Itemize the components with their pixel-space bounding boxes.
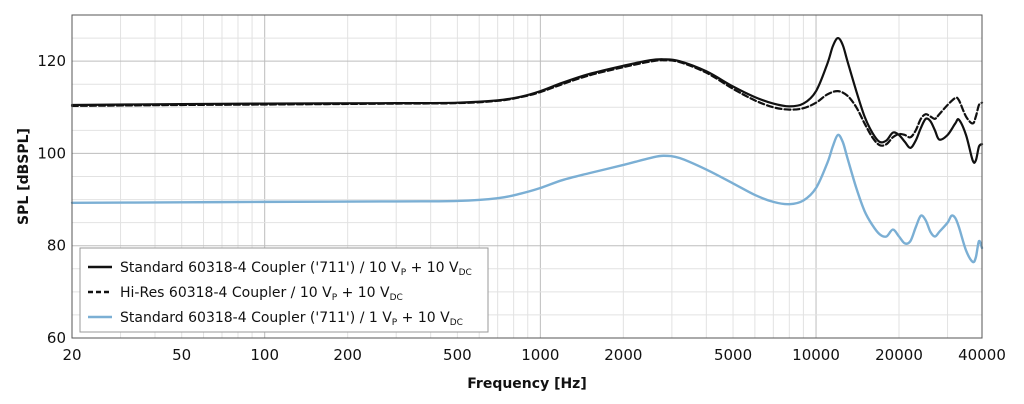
y-tick-label: 60 [47,329,66,347]
legend-box [79,247,489,333]
legend: Standard 60318-4 Coupler ('711') / 10 VP… [79,247,489,333]
x-tick-label: 10000 [792,346,840,364]
y-tick-label: 120 [37,52,66,70]
x-tick-label: 200 [333,346,362,364]
x-tick-label: 2000 [604,346,642,364]
x-tick-label: 20 [62,346,81,364]
x-tick-label: 20000 [875,346,923,364]
x-axis-label: Frequency [Hz] [467,376,586,392]
plot-frame [71,14,983,339]
x-tick-label: 1000 [521,346,559,364]
y-tick-label: 80 [47,237,66,255]
x-tick-label: 40000 [958,346,1006,364]
y-axis-label: SPL [dBSPL] [16,128,32,225]
x-tick-label: 100 [250,346,279,364]
series-line-3 [70,133,984,264]
y-tick-label: 100 [37,144,66,162]
legend-entry: Standard 60318-4 Coupler ('711') / 10 VP… [120,260,472,278]
series-line-1 [70,36,984,164]
series-layer [70,36,984,264]
legend-entry: Hi-Res 60318-4 Coupler / 10 VP + 10 VDC [120,285,403,303]
legend-entry: Standard 60318-4 Coupler ('711') / 1 VP … [120,310,463,328]
tick-labels: 20 50 100 200 500 1000 2000 5000 10000 20000 40000… [37,52,1006,364]
x-tick-label: 500 [443,346,472,364]
x-tick-label: 5000 [714,346,752,364]
x-tick-label: 50 [172,346,191,364]
